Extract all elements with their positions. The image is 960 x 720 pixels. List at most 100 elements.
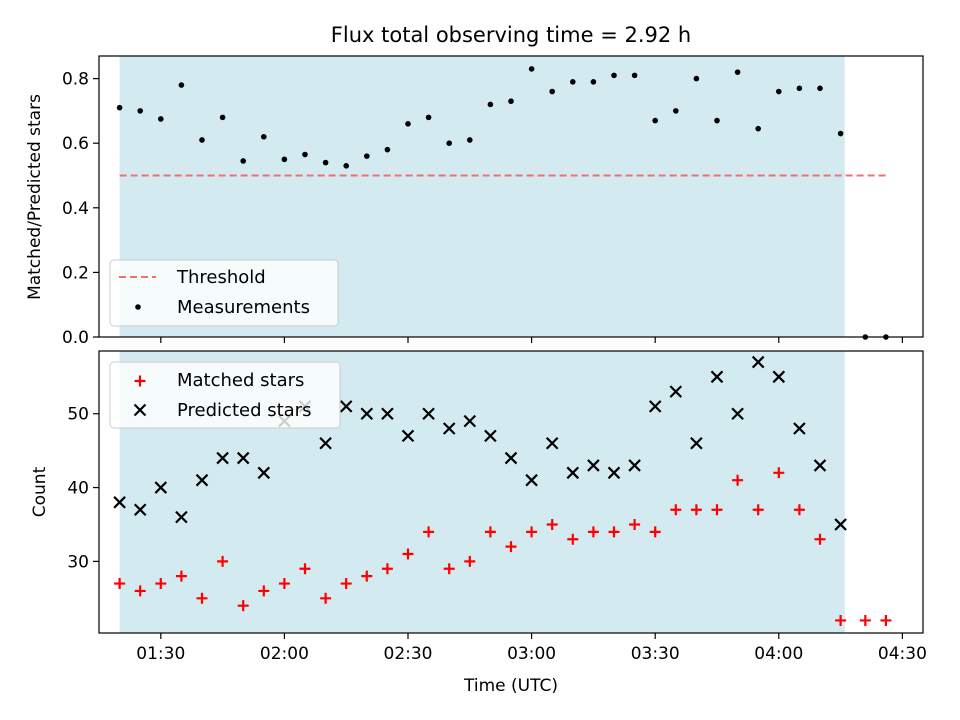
matched-stars-point bbox=[217, 555, 229, 567]
measurement-point bbox=[158, 116, 164, 122]
measurement-point bbox=[590, 79, 597, 85]
predicted-stars-point bbox=[813, 459, 827, 472]
matched-stars-point bbox=[258, 585, 270, 597]
matched-stars-point bbox=[587, 526, 599, 538]
matched-stars-point bbox=[402, 548, 414, 560]
x-tick-label: 02:00 bbox=[260, 644, 309, 664]
x-tick-label: 03:00 bbox=[507, 644, 556, 664]
predicted-stars-point bbox=[628, 459, 641, 472]
predicted-stars-point bbox=[834, 518, 847, 531]
predicted-stars-point bbox=[545, 436, 559, 450]
predicted-stars-point bbox=[463, 414, 477, 428]
matched-stars-point bbox=[649, 526, 661, 538]
matched-stars-point bbox=[526, 526, 538, 538]
x-tick-label: 01:30 bbox=[136, 644, 185, 664]
matched-stars-point bbox=[381, 563, 393, 575]
predicted-stars-point bbox=[525, 473, 538, 487]
predicted-stars-point bbox=[216, 451, 229, 465]
top-y-axis-label: Matched/Predicted stars bbox=[25, 94, 45, 300]
top-plot-frame bbox=[98, 55, 924, 338]
predicted-stars-point bbox=[236, 451, 250, 465]
predicted-stars-point bbox=[195, 473, 209, 487]
matched-stars-point bbox=[773, 467, 785, 479]
predicted-stars-point bbox=[401, 429, 415, 443]
measurement-point bbox=[405, 121, 411, 127]
measurement-point bbox=[364, 153, 370, 159]
predicted-stars-point bbox=[566, 466, 580, 480]
x-tick-label: 02:30 bbox=[384, 644, 433, 664]
matched-stars-point bbox=[175, 570, 187, 582]
measurement-point bbox=[817, 85, 823, 92]
measurement-point bbox=[755, 125, 761, 132]
predicted-stars-point bbox=[731, 407, 744, 421]
measurement-point bbox=[384, 146, 391, 153]
measurement-point bbox=[611, 72, 617, 79]
measurement-point bbox=[302, 151, 308, 158]
matched-stars-point bbox=[567, 533, 579, 545]
measurement-point bbox=[714, 117, 720, 124]
legend-predicted-label: Predicted stars bbox=[177, 400, 311, 421]
predicted-stars-point bbox=[257, 466, 271, 480]
measurement-point bbox=[487, 101, 494, 108]
predicted-stars-point bbox=[772, 370, 786, 384]
measurement-point bbox=[261, 133, 267, 140]
measurement-point bbox=[425, 114, 432, 121]
matched-stars-point bbox=[484, 526, 496, 538]
predicted-stars-point bbox=[133, 503, 147, 516]
matched-stars-point bbox=[155, 578, 167, 590]
matched-stars-point bbox=[546, 518, 558, 530]
measurement-point bbox=[240, 158, 246, 164]
predicted-stars-point bbox=[751, 355, 765, 369]
predicted-stars-point bbox=[442, 422, 456, 435]
matched-stars-point bbox=[196, 592, 208, 604]
matched-stars-point bbox=[670, 504, 682, 516]
matched-stars-point bbox=[835, 614, 847, 626]
matched-stars-point bbox=[629, 518, 641, 530]
matched-stars-point bbox=[752, 504, 764, 516]
predicted-stars-point bbox=[587, 459, 600, 472]
matched-stars-point bbox=[711, 504, 723, 516]
matched-stars-point bbox=[299, 563, 311, 575]
bottom-legend bbox=[109, 361, 341, 429]
matched-stars-point bbox=[814, 533, 826, 545]
top-y-tick-label: 0.4 bbox=[62, 199, 89, 219]
measurement-point bbox=[837, 130, 844, 137]
predicted-stars-point bbox=[669, 385, 683, 398]
predicted-stars-point bbox=[339, 400, 353, 413]
matched-stars-point bbox=[880, 614, 892, 626]
predicted-stars-point bbox=[175, 510, 188, 524]
measurement-point bbox=[549, 88, 555, 95]
matched-stars-point bbox=[464, 555, 476, 567]
x-axis-label: Time (UTC) bbox=[463, 676, 558, 696]
top-legend bbox=[109, 259, 339, 327]
measurement-point bbox=[178, 82, 185, 88]
measurement-point bbox=[528, 66, 535, 72]
measurement-point bbox=[322, 159, 329, 166]
predicted-stars-point bbox=[690, 436, 703, 450]
x-tick-label: 04:30 bbox=[878, 644, 927, 664]
matched-stars-point bbox=[278, 578, 290, 590]
measurement-point bbox=[570, 79, 576, 85]
measurement-point bbox=[734, 69, 741, 75]
predicted-stars-point bbox=[360, 407, 374, 421]
legend-measurements-label: Measurements bbox=[177, 297, 310, 318]
predicted-stars-point bbox=[710, 370, 724, 384]
matched-stars-point bbox=[340, 578, 352, 590]
x-tick-label: 04:00 bbox=[754, 644, 803, 664]
predicted-stars-point bbox=[113, 496, 126, 509]
measurement-point bbox=[673, 108, 679, 114]
measurement-point bbox=[219, 114, 226, 121]
matched-stars-point bbox=[859, 614, 871, 626]
bottom-y-tick-label: 30 bbox=[67, 552, 89, 572]
predicted-stars-point bbox=[504, 451, 518, 465]
measurement-point bbox=[652, 117, 658, 124]
legend-threshold-label: Threshold bbox=[176, 267, 266, 288]
measurement-point bbox=[281, 156, 288, 163]
top-y-tick-label: 0.8 bbox=[62, 70, 89, 90]
measurement-point bbox=[631, 72, 638, 79]
matched-stars-point bbox=[237, 600, 249, 612]
measurement-point bbox=[508, 98, 514, 105]
bottom-y-axis-label: Count bbox=[30, 466, 50, 517]
